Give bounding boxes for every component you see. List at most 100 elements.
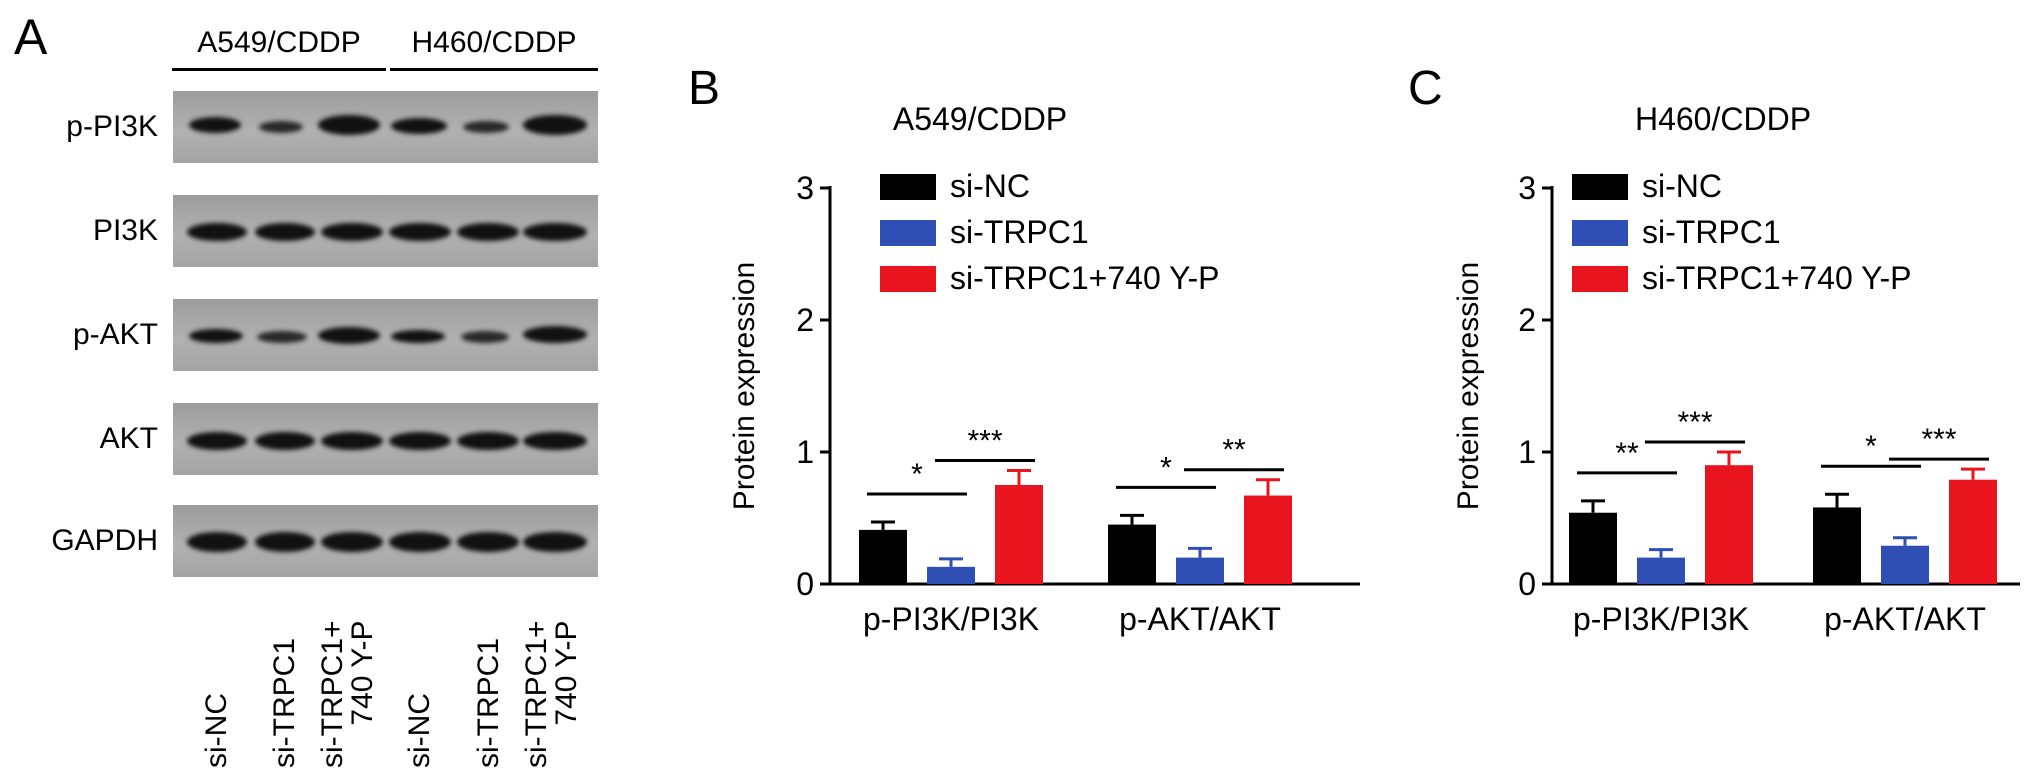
y-axis-label: Protein expression xyxy=(1452,262,1485,510)
band xyxy=(189,117,241,133)
blot-strip-p-pi3k xyxy=(173,91,598,163)
legend-label: si-TRPC1 xyxy=(950,214,1089,250)
legend-label: si-NC xyxy=(950,168,1030,204)
blot-label-p-akt: p-AKT xyxy=(72,318,158,351)
panel-letter: B xyxy=(688,62,720,115)
chart-b: B A549/CDDP Protein expression 0 1 2 3 p-PI3K/P… xyxy=(688,62,1360,637)
y-tick-label: 0 xyxy=(796,566,814,602)
band xyxy=(389,532,451,552)
band xyxy=(391,330,445,343)
group-label-h460: H460/CDDP xyxy=(411,26,577,59)
band xyxy=(523,326,587,343)
bar xyxy=(1569,512,1617,584)
legend-swatch xyxy=(880,220,936,246)
bar xyxy=(1108,524,1156,584)
band xyxy=(318,115,380,135)
y-tick-label: 1 xyxy=(796,434,814,470)
legend-label: si-TRPC1 xyxy=(1642,214,1781,250)
legend-swatch xyxy=(880,174,936,200)
x-tick-label: p-AKT/AKT xyxy=(1824,601,1986,637)
significance-label: *** xyxy=(1677,406,1712,439)
y-tick-label: 0 xyxy=(1518,566,1536,602)
blot-label-p-pi3k: p-PI3K xyxy=(66,110,158,143)
bar xyxy=(1705,465,1753,584)
band xyxy=(523,115,587,135)
bar xyxy=(1813,507,1861,584)
group-line-a549 xyxy=(172,68,386,71)
blot-strip-gapdh xyxy=(173,505,598,577)
significance-label: * xyxy=(1865,430,1877,463)
significance-label: ** xyxy=(1615,437,1639,470)
legend-label: si-NC xyxy=(1642,168,1722,204)
chart-title: H460/CDDP xyxy=(1635,101,1811,137)
chart-title: A549/CDDP xyxy=(893,101,1067,137)
bar xyxy=(995,485,1043,584)
legend-swatch xyxy=(1572,174,1628,200)
significance-label: ** xyxy=(1222,434,1246,467)
lane-label: si-TRPC1 xyxy=(472,637,505,768)
blot-label-pi3k: PI3K xyxy=(92,214,158,247)
significance-label: *** xyxy=(1921,423,1956,456)
band xyxy=(391,118,447,134)
band xyxy=(187,223,247,241)
band xyxy=(457,223,519,241)
bar xyxy=(1637,557,1685,584)
band xyxy=(463,121,509,133)
lane-label: si-TRPC1 xyxy=(268,637,301,768)
band xyxy=(457,532,519,552)
x-tick-label: p-AKT/AKT xyxy=(1119,601,1281,637)
legend-label: si-TRPC1+740 Y-P xyxy=(1642,260,1911,296)
band xyxy=(255,432,315,450)
y-tick-label: 3 xyxy=(1518,170,1536,206)
panel-a-letter: A xyxy=(14,9,48,65)
bar xyxy=(1176,557,1224,584)
significance-label: * xyxy=(1160,451,1172,484)
y-axis-label: Protein expression xyxy=(728,262,761,510)
band xyxy=(321,223,383,241)
band xyxy=(523,223,587,241)
lane-label: si-TRPC1+ 740 Y-P xyxy=(316,620,379,768)
group-label-a549: A549/CDDP xyxy=(197,26,361,59)
band xyxy=(318,327,380,344)
legend-swatch xyxy=(1572,266,1628,292)
panel-letter: C xyxy=(1408,62,1443,115)
band xyxy=(523,432,587,450)
bar xyxy=(1244,495,1292,584)
lane-label: si-NC xyxy=(200,693,233,768)
band xyxy=(461,331,509,343)
band xyxy=(255,223,315,241)
bar xyxy=(1949,479,1997,584)
bar xyxy=(927,566,975,584)
band xyxy=(389,432,451,450)
bar xyxy=(859,529,907,584)
x-tick-label: p-PI3K/PI3K xyxy=(863,601,1039,637)
band xyxy=(187,532,247,552)
band xyxy=(321,432,383,450)
bar xyxy=(1881,545,1929,584)
blot-label-gapdh: GAPDH xyxy=(51,524,158,557)
x-tick-label: p-PI3K/PI3K xyxy=(1573,601,1749,637)
blot-label-akt: AKT xyxy=(99,422,158,455)
legend-swatch xyxy=(1572,220,1628,246)
significance-label: * xyxy=(911,458,923,491)
y-tick-label: 3 xyxy=(796,170,814,206)
band xyxy=(255,532,315,552)
band xyxy=(321,532,383,552)
legend-label: si-TRPC1+740 Y-P xyxy=(950,260,1219,296)
band xyxy=(457,432,519,450)
band xyxy=(189,329,243,343)
blot-strip-p-akt xyxy=(173,299,598,371)
chart-c: C H460/CDDP Protein expression 0 1 2 3 p-PI3K/P… xyxy=(1408,62,2020,637)
band xyxy=(187,432,247,450)
band xyxy=(259,121,303,133)
band xyxy=(257,331,307,343)
y-tick-label: 1 xyxy=(1518,434,1536,470)
y-tick-label: 2 xyxy=(796,302,814,338)
group-line-h460 xyxy=(390,68,598,71)
band xyxy=(389,223,451,241)
y-tick-label: 2 xyxy=(1518,302,1536,338)
band xyxy=(523,532,587,552)
significance-label: *** xyxy=(967,424,1002,457)
legend-swatch xyxy=(880,266,936,292)
